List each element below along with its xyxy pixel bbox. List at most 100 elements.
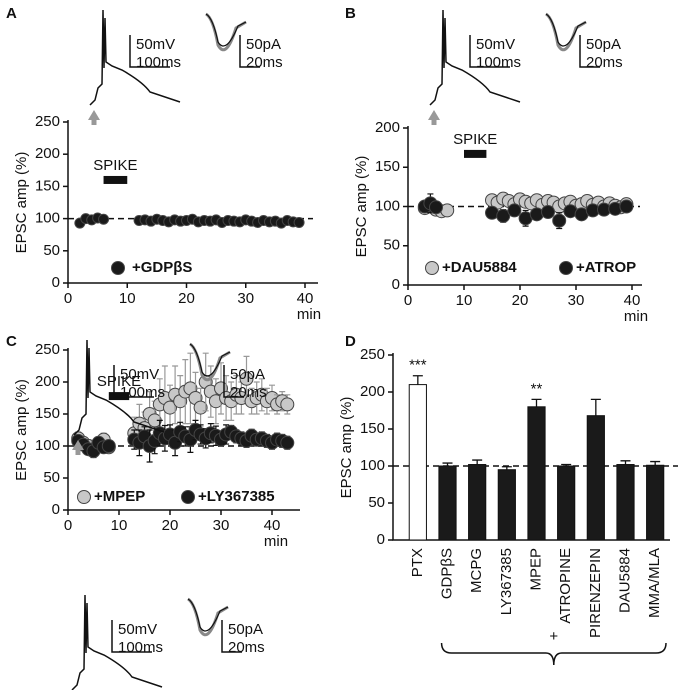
x-tick-label: PIRENZEPIN — [587, 548, 604, 638]
spike-bar — [108, 392, 130, 401]
x-tick-label: GDPβS — [438, 548, 455, 599]
scale-bar — [469, 35, 510, 68]
current-trace — [205, 13, 247, 47]
scale-label: 50mV — [476, 36, 515, 53]
bracket-label: + — [549, 628, 558, 645]
y-tick-label: 50 — [368, 494, 385, 511]
scale-label: 50mV — [120, 366, 159, 383]
x-tick-label: MCPG — [468, 548, 485, 593]
y-tick-label: 50 — [43, 242, 60, 259]
y-tick-label: 200 — [35, 145, 60, 162]
y-tick-label: 100 — [35, 210, 60, 227]
y-axis-label: EPSC amp (%) — [338, 397, 355, 499]
scale-bar — [579, 35, 600, 68]
legend-marker — [181, 490, 195, 504]
x-tick-label: 20 — [162, 517, 179, 534]
error-bar — [590, 398, 601, 416]
scale-label: 20ms — [586, 54, 623, 71]
error-bar — [472, 459, 483, 465]
scale-label: 100ms — [136, 54, 181, 71]
scale-label: 50pA — [228, 621, 263, 638]
scale-label: 100ms — [118, 639, 163, 656]
data-point — [541, 204, 555, 219]
spike-label: SPIKE — [97, 373, 141, 390]
spike-bar — [464, 149, 487, 158]
x-axis-label: min — [297, 306, 321, 323]
legend-label: +GDPβS — [132, 259, 192, 276]
y-tick-label: 250 — [35, 341, 60, 358]
x-tick-label: 20 — [178, 290, 195, 307]
scale-label: 20ms — [230, 384, 267, 401]
bracket — [440, 642, 667, 666]
legend-label: +MPEP — [94, 488, 145, 505]
significance-label: *** — [409, 357, 427, 374]
x-tick-label: 0 — [64, 517, 72, 534]
x-tick-label: 20 — [512, 292, 529, 309]
current-trace — [187, 598, 229, 632]
stim-arrow — [72, 440, 84, 450]
y-axis-label: EPSC amp (%) — [353, 156, 370, 258]
stim-arrow-stem — [75, 449, 81, 455]
stim-arrow — [88, 110, 100, 120]
bar — [646, 464, 665, 541]
voltage-trace — [71, 594, 163, 690]
stim-arrow-stem — [91, 119, 97, 125]
panel-label: B — [345, 5, 356, 22]
y-axis-label: EPSC amp (%) — [13, 379, 30, 481]
voltage-trace — [429, 9, 521, 106]
data-point — [429, 200, 443, 215]
spike-label: SPIKE — [453, 131, 497, 148]
x-tick-label: 30 — [237, 290, 254, 307]
y-tick-label: 0 — [52, 501, 60, 518]
x-tick-label: 30 — [568, 292, 585, 309]
data-point — [239, 371, 254, 386]
legend-marker — [111, 261, 125, 275]
x-tick-label: 0 — [64, 290, 72, 307]
bar — [408, 384, 427, 541]
scale-label: 20ms — [228, 639, 265, 656]
error-bar — [412, 375, 423, 385]
x-tick-label: ATROPINE — [557, 548, 574, 624]
significance-label: ** — [531, 380, 543, 397]
y-tick-label: 250 — [35, 113, 60, 130]
y-tick-label: 0 — [392, 276, 400, 293]
data-point — [529, 207, 544, 222]
error-bar — [650, 460, 661, 466]
stim-arrow-stem — [431, 119, 437, 125]
y-tick-label: 100 — [375, 197, 400, 214]
spike-label: SPIKE — [93, 157, 137, 174]
y-tick-label: 200 — [35, 373, 60, 390]
y-tick-label: 0 — [52, 274, 60, 291]
error-bar — [531, 398, 542, 407]
x-tick-label: LY367385 — [498, 548, 515, 615]
y-tick-label: 50 — [43, 469, 60, 486]
x-tick-label: 30 — [213, 517, 230, 534]
data-point — [163, 400, 177, 415]
stim-arrow — [428, 110, 440, 120]
data-point — [552, 213, 567, 228]
scale-label: 100ms — [120, 384, 165, 401]
y-tick-label: 150 — [35, 177, 60, 194]
data-point — [98, 213, 110, 225]
panel-label: A — [6, 5, 17, 22]
spike-bar — [103, 175, 128, 184]
scale-label: 20ms — [246, 54, 283, 71]
data-point — [507, 203, 522, 218]
y-tick-label: 50 — [383, 237, 400, 254]
legend-label: +LY367385 — [198, 488, 275, 505]
x-axis-label: min — [264, 533, 288, 550]
bar — [438, 465, 457, 541]
x-tick-label: 40 — [264, 517, 281, 534]
x-axis-label: min — [624, 308, 648, 325]
current-trace — [189, 343, 231, 377]
x-tick-label: 0 — [404, 292, 412, 309]
data-point — [280, 397, 295, 412]
scale-bar — [129, 35, 170, 68]
scale-label: 50pA — [586, 36, 621, 53]
y-axis-label: EPSC amp (%) — [13, 152, 30, 254]
scale-label: 50mV — [118, 621, 157, 638]
x-tick-label: 10 — [456, 292, 473, 309]
panel-label: D — [345, 333, 356, 350]
y-tick-label: 200 — [360, 383, 385, 400]
